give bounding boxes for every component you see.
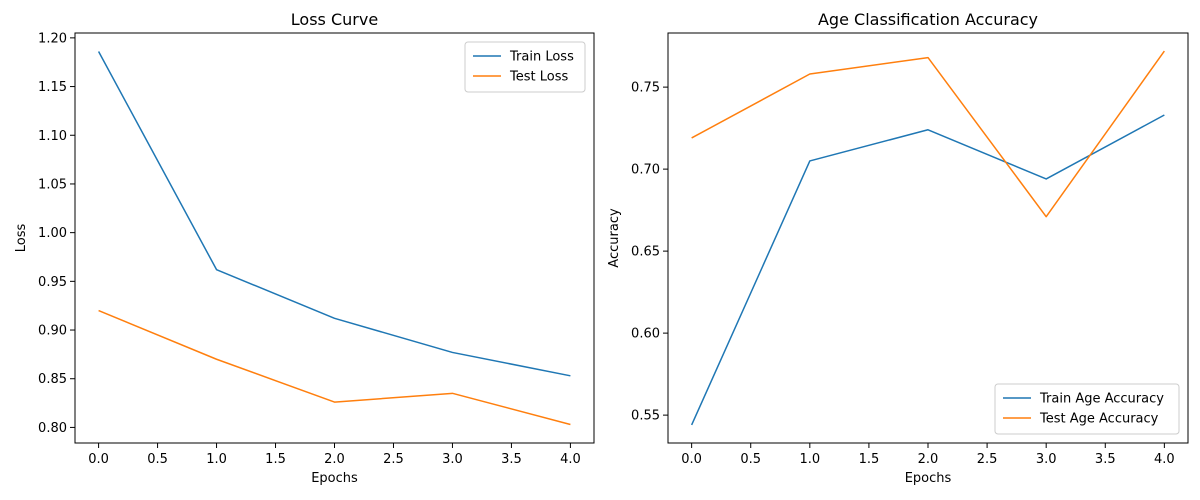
plot-frame [74, 32, 595, 444]
x-tick-label: 2.0 [324, 452, 345, 467]
y-tick-label: 1.10 [38, 129, 67, 144]
legend: Train Age Accuracy Test Age Accuracy [994, 383, 1180, 435]
series-line-0 [97, 51, 571, 377]
plot-frame [667, 32, 1189, 444]
x-tick-label: 4.0 [1154, 452, 1175, 467]
y-axis-label: Loss [14, 224, 29, 253]
y-tick-label: 0.90 [38, 324, 67, 339]
legend-label: Train Age Accuracy [1039, 392, 1164, 407]
x-axis-label: Epochs [905, 471, 952, 486]
chart-0: Loss Curve 0.0 0.5 1.0 1.5 2.0 2.5 3.0 3.5 4.0 0.8… [14, 10, 595, 486]
legend-label: Test Age Accuracy [1039, 412, 1159, 427]
y-tick-label: 0.65 [631, 245, 660, 260]
x-tick-label: 3.0 [442, 452, 463, 467]
y-tick-label: 1.15 [38, 80, 67, 95]
y-tick-label: 0.85 [38, 372, 67, 387]
x-tick-label: 2.5 [977, 452, 998, 467]
x-tick-label: 1.0 [206, 452, 227, 467]
legend-label: Train Loss [509, 50, 574, 65]
x-tick-label: 0.0 [681, 452, 702, 467]
y-tick-label: 0.75 [631, 81, 660, 96]
x-tick-label: 0.0 [88, 452, 109, 467]
y-tick-label: 1.20 [38, 31, 67, 46]
y-tick-label: 0.70 [631, 163, 660, 178]
chart-1: Age Classification Accuracy 0.0 0.5 1.0 1.5 2… [607, 10, 1189, 486]
x-tick-label: 2.5 [383, 452, 404, 467]
x-tick-label: 0.5 [740, 452, 761, 467]
series-line-1 [98, 309, 571, 426]
x-tick-label: 1.0 [799, 452, 820, 467]
chart-title: Age Classification Accuracy [818, 10, 1038, 29]
y-axis-label: Accuracy [607, 208, 622, 268]
x-tick-label: 4.0 [560, 452, 581, 467]
y-tick-label: 1.05 [38, 177, 67, 192]
legend-label: Test Loss [509, 70, 568, 85]
x-tick-label: 2.0 [918, 452, 939, 467]
series-line-0 [690, 114, 1165, 426]
y-tick-label: 0.95 [38, 275, 67, 290]
x-tick-label: 3.5 [1095, 452, 1116, 467]
chart-title: Loss Curve [291, 10, 378, 29]
series-line-1 [691, 50, 1165, 218]
y-tick-label: 0.55 [631, 409, 660, 424]
x-tick-label: 0.5 [147, 452, 168, 467]
y-tick-label: 1.00 [38, 226, 67, 241]
x-tick-label: 1.5 [859, 452, 880, 467]
y-tick-label: 0.60 [631, 327, 660, 342]
x-tick-label: 3.0 [1036, 452, 1057, 467]
x-axis-label: Epochs [311, 471, 358, 486]
legend-box [464, 41, 586, 93]
y-tick-label: 0.80 [38, 421, 67, 436]
x-tick-label: 1.5 [265, 452, 286, 467]
legend: Train Loss Test Loss [464, 41, 586, 93]
legend-box [994, 383, 1180, 435]
x-tick-label: 3.5 [501, 452, 522, 467]
